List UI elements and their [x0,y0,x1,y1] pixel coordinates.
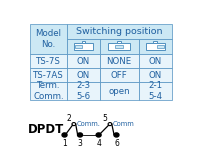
Bar [30,24,67,54]
Bar [30,54,67,68]
Text: 3: 3 [78,139,82,148]
Text: TS-7AS: TS-7AS [33,71,64,80]
Circle shape [62,133,67,137]
Bar [100,54,139,68]
Bar [67,82,100,100]
Bar [67,68,100,82]
Bar [108,43,130,50]
Bar [139,68,172,82]
Bar [139,82,172,100]
Text: 4: 4 [96,139,101,148]
Bar [115,45,123,48]
Text: Comm: Comm [113,121,135,127]
Bar [67,54,100,68]
Bar [146,43,165,50]
Text: DPDT: DPDT [28,123,64,136]
Text: Term.
Comm.: Term. Comm. [33,81,64,101]
Circle shape [114,133,119,137]
Bar [139,54,172,68]
Bar [75,45,82,48]
Bar [67,39,100,54]
Circle shape [96,133,101,137]
Bar [30,68,67,82]
Bar [157,45,164,48]
Bar [30,82,67,100]
Text: open: open [108,87,130,96]
Bar [74,43,93,50]
Text: 2-3
5-6: 2-3 5-6 [76,81,90,101]
Circle shape [78,133,83,137]
Text: 5: 5 [102,114,107,123]
Text: TS-7S: TS-7S [36,57,61,66]
Text: 2: 2 [66,114,71,123]
Text: ON: ON [149,71,162,80]
Text: NONE: NONE [106,57,132,66]
Bar [100,39,139,54]
Text: Model
No.: Model No. [35,29,61,49]
Text: ON: ON [77,57,90,66]
Bar [139,39,172,54]
Text: 6: 6 [114,139,119,148]
Bar [100,82,139,100]
Bar [82,41,85,43]
Text: 2-1
5-4: 2-1 5-4 [148,81,162,101]
Bar [100,68,139,82]
Bar [117,41,121,43]
Text: ON: ON [77,71,90,80]
Bar [153,41,157,43]
Text: OFF: OFF [111,71,127,80]
Text: ON: ON [149,57,162,66]
Text: Comm.: Comm. [77,121,101,127]
Text: Switching position: Switching position [76,27,163,36]
Bar [67,24,172,39]
Text: 1: 1 [62,139,67,148]
